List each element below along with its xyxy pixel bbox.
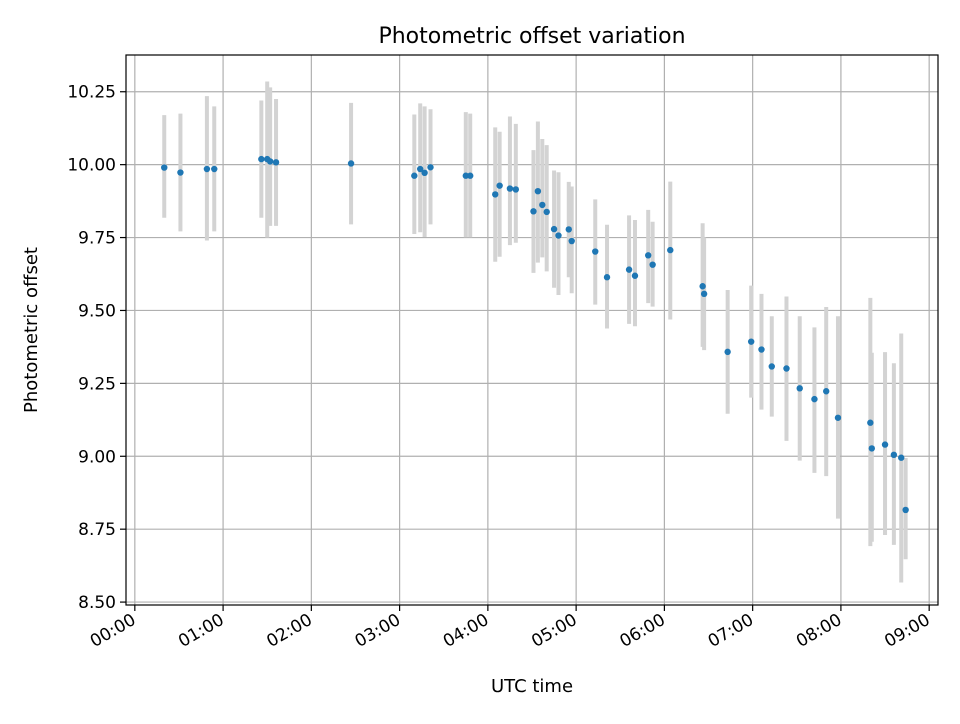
data-point — [890, 451, 898, 459]
data-point — [417, 165, 424, 173]
data-point — [467, 172, 474, 179]
data-point — [258, 155, 265, 163]
y-tick-label: 8.75 — [78, 520, 116, 540]
y-tick-label: 9.25 — [78, 374, 116, 394]
data-point — [550, 225, 558, 233]
data-point — [699, 283, 706, 290]
y-tick-label: 10.00 — [67, 156, 116, 176]
data-point — [796, 385, 803, 392]
data-point — [506, 185, 514, 192]
data-point — [649, 261, 656, 268]
data-point — [203, 165, 211, 173]
data-point — [592, 248, 599, 255]
data-point — [898, 454, 905, 461]
y-axis-label: Photometric offset — [21, 247, 42, 413]
x-axis-label: UTC time — [491, 676, 573, 697]
data-point — [492, 191, 499, 198]
y-tick-label: 9.00 — [78, 447, 116, 467]
data-point — [427, 164, 434, 171]
data-point — [823, 388, 830, 395]
y-tick-label: 10.25 — [67, 83, 116, 103]
data-point — [539, 201, 546, 209]
data-point — [421, 169, 428, 177]
data-point — [758, 346, 765, 353]
data-point — [881, 441, 889, 448]
data-point — [411, 172, 418, 179]
data-point — [747, 338, 755, 345]
y-tick-label: 9.50 — [78, 301, 116, 321]
data-point — [625, 266, 633, 273]
data-point — [645, 252, 652, 259]
data-point — [512, 186, 520, 193]
chart-title: Photometric offset variation — [378, 24, 685, 49]
data-point — [347, 160, 355, 167]
data-point — [867, 419, 874, 426]
data-point — [565, 226, 572, 233]
data-point — [161, 164, 168, 171]
data-point — [724, 348, 731, 356]
data-point — [811, 395, 818, 403]
plot-frame — [125, 54, 939, 606]
data-point — [543, 208, 550, 216]
data-point — [272, 159, 280, 166]
data-point — [568, 237, 575, 245]
data-point — [902, 506, 909, 514]
data-point — [211, 165, 218, 173]
data-point — [700, 290, 708, 298]
data-point — [834, 414, 842, 421]
data-point — [868, 445, 876, 452]
data-point-layer — [161, 155, 909, 514]
data-point — [667, 246, 674, 254]
y-tick-label: 8.50 — [78, 593, 116, 613]
data-point — [783, 365, 790, 372]
data-point — [177, 169, 184, 176]
data-point — [555, 232, 562, 239]
data-point — [530, 208, 537, 215]
grid-layer — [126, 55, 938, 605]
data-point — [768, 363, 775, 370]
data-point — [266, 158, 274, 165]
data-point — [462, 172, 470, 179]
data-point — [631, 272, 639, 279]
data-point — [534, 187, 542, 195]
data-point — [603, 274, 611, 281]
data-point — [496, 182, 503, 189]
y-tick-label: 9.75 — [78, 229, 116, 249]
